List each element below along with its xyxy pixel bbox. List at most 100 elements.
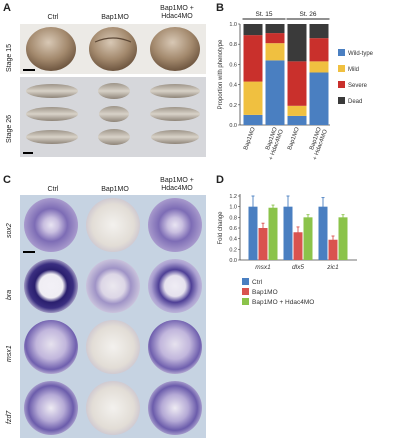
- b-legend-label: Wild-type: [348, 51, 374, 57]
- b-bar-1-severe: [265, 33, 285, 44]
- b-legend-swatch: [338, 49, 345, 56]
- fzd7-hdac: [148, 381, 202, 435]
- d-y-tick-label: 1.2: [229, 194, 237, 200]
- d-category-label: msx1: [255, 264, 271, 271]
- panel-a-col-bap1mo: Bap1MO: [101, 14, 129, 21]
- d-bar-dlx5-2: [303, 217, 313, 260]
- panel-b-letter: B: [216, 2, 224, 14]
- scale-bar-c: [23, 251, 35, 253]
- b-y-tick-label: 0.2: [229, 103, 237, 109]
- d-legend-label: Bap1MO + Hdac4MO: [252, 299, 314, 306]
- b-bar-3-mild: [309, 61, 329, 73]
- sox2-bap1mo: [86, 198, 140, 252]
- embryo-hdac-st15: [150, 27, 200, 71]
- b-bar-0-dead: [243, 24, 263, 36]
- d-y-tick-label: 0.8: [229, 215, 237, 221]
- d-bar-zic1-1: [328, 239, 338, 260]
- panel-c-row-bra: bra: [6, 289, 13, 300]
- panel-c-letter: C: [3, 174, 11, 186]
- b-bar-3-dead: [309, 24, 329, 39]
- b-bar-0-severe: [243, 35, 263, 82]
- panel-a-letter: A: [3, 2, 11, 14]
- b-y-tick-label: 0.4: [229, 83, 237, 89]
- d-legend-swatch: [242, 298, 249, 305]
- bra-ctrl: [24, 259, 78, 313]
- tadpoles-ctrl: [26, 84, 78, 144]
- panel-c-col-bap1mo-hdac4mo: Bap1MO + Hdac4MO: [160, 177, 194, 192]
- b-y-tick-label: 0.0: [229, 123, 237, 129]
- scale-bar-st26: [23, 152, 33, 154]
- d-bar-zic1-0: [318, 206, 328, 260]
- d-y-tick-label: 0.0: [229, 258, 237, 264]
- b-legend-label: Severe: [348, 83, 368, 89]
- panel-d-letter: D: [216, 174, 224, 186]
- b-legend-swatch: [338, 97, 345, 104]
- b-bar-1-mild: [265, 43, 285, 61]
- scale-bar-st15: [23, 69, 35, 71]
- b-bar-2-severe: [287, 61, 307, 106]
- b-y-axis-label: Proportion with phenotype: [218, 39, 224, 109]
- b-bar-0-mild: [243, 81, 263, 115]
- tadpoles-hdac: [150, 84, 200, 144]
- b-bar-1-dead: [265, 24, 285, 34]
- b-category-label: Bap1MO+ Hdac4MO: [306, 126, 329, 161]
- d-y-tick-label: 0.2: [229, 247, 237, 253]
- d-legend-swatch: [242, 288, 249, 295]
- d-bar-dlx5-0: [283, 206, 293, 260]
- d-y-tick-label: 1.0: [229, 205, 237, 211]
- d-y-tick-label: 0.4: [229, 237, 237, 243]
- bra-hdac: [148, 259, 202, 313]
- panel-c-col-ctrl: Ctrl: [47, 186, 59, 193]
- d-legend-label: Ctrl: [252, 279, 263, 286]
- d-legend-label: Bap1MO: [252, 289, 278, 296]
- b-bar-1-wild-type: [265, 60, 285, 125]
- chart-b: 0.0 0.2 0.4 0.6 0.8 1.0 Proportion with phenot…: [218, 11, 374, 161]
- panel-a-col-ctrl: Ctrl: [47, 14, 59, 21]
- stage26-embryos: [23, 83, 200, 154]
- b-bar-2-mild: [287, 105, 307, 116]
- tadpoles-bap1mo: [98, 83, 130, 145]
- b-legend-label: Mild: [348, 67, 359, 73]
- d-bar-msx1-2: [268, 207, 278, 260]
- in-situ-grid: [23, 198, 202, 435]
- d-bar-dlx5-1: [293, 232, 303, 260]
- d-category-label: dlx5: [292, 264, 304, 271]
- b-y-tick-label: 1.0: [229, 22, 237, 28]
- d-bar-msx1-1: [258, 228, 268, 260]
- b-legend-label: Dead: [348, 99, 362, 105]
- panel-a-col-bap1mo-hdac4mo: Bap1MO + Hdac4MO: [160, 5, 194, 20]
- b-y-tick-label: 0.6: [229, 62, 237, 68]
- b-legend-swatch: [338, 65, 345, 72]
- panel-a-row-stage15: Stage 15: [6, 43, 13, 72]
- d-y-tick-label: 0.6: [229, 226, 237, 232]
- b-category-label: Bap1MO+ Hdac4MO: [262, 126, 285, 161]
- panel-c-row-msx1: msx1: [6, 345, 13, 362]
- panel-a-row-stage26: Stage 26: [6, 114, 13, 143]
- b-group-label: St. 15: [256, 11, 273, 18]
- fzd7-ctrl: [24, 381, 78, 435]
- b-y-tick-label: 0.8: [229, 42, 237, 48]
- bra-bap1mo: [86, 259, 140, 313]
- b-group-label: St. 26: [300, 11, 317, 18]
- panel-a-stage26-photos: [20, 77, 206, 157]
- panel-a-stage15-photos: [20, 24, 206, 74]
- d-category-label: zic1: [326, 264, 339, 271]
- b-category-label: Bap1MO: [287, 126, 301, 151]
- panel-c-row-sox2: sox2: [6, 223, 13, 238]
- sox2-ctrl: [24, 198, 78, 252]
- b-bar-0-wild-type: [243, 114, 263, 125]
- embryo-bap1mo-st15: [89, 27, 137, 71]
- d-bar-msx1-0: [248, 206, 258, 260]
- b-bar-2-wild-type: [287, 115, 307, 125]
- b-bar-2-dead: [287, 24, 307, 62]
- panel-c-photos: [20, 195, 206, 438]
- msx1-hdac: [148, 320, 202, 374]
- msx1-ctrl: [24, 320, 78, 374]
- d-legend-swatch: [242, 278, 249, 285]
- d-bar-zic1-2: [338, 217, 348, 260]
- b-category-label: Bap1MO: [243, 126, 257, 151]
- msx1-bap1mo: [86, 320, 140, 374]
- embryo-ctrl-st15: [26, 27, 76, 71]
- b-bar-3-wild-type: [309, 72, 329, 125]
- panel-c-col-bap1mo: Bap1MO: [101, 186, 129, 193]
